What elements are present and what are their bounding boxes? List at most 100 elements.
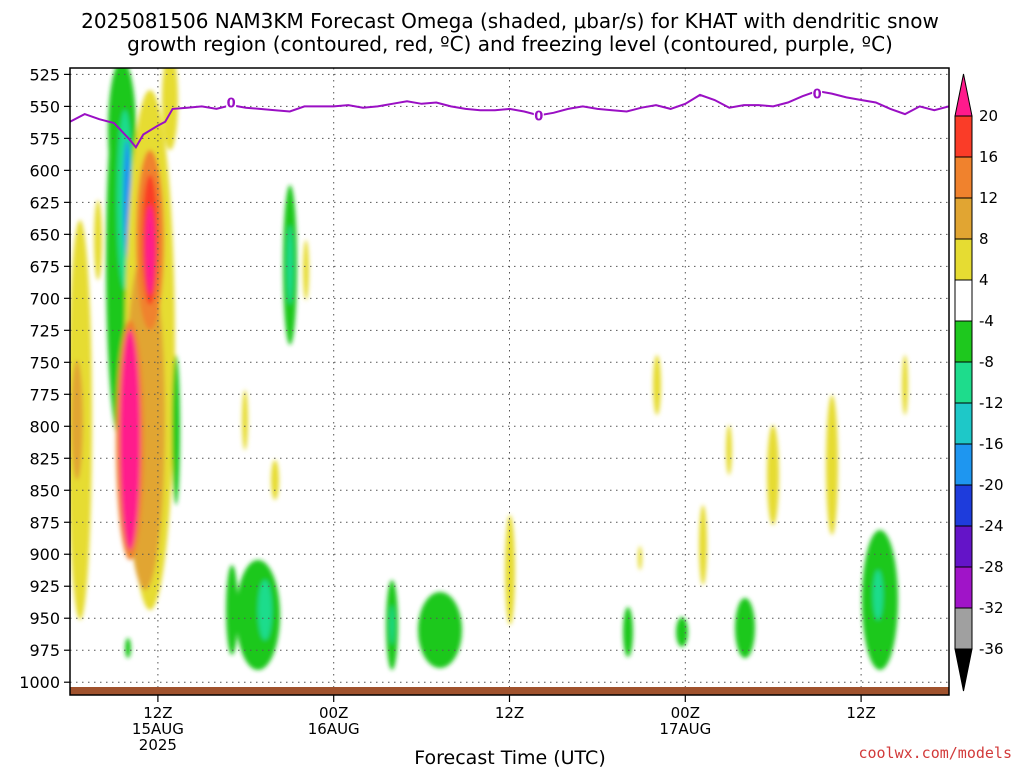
y-tick-label: 525 [29,65,60,84]
y-tick-label: 675 [29,257,60,276]
x-tick-label: 12Z [143,704,172,722]
colorbar-label: -36 [979,640,1004,658]
y-tick-label: 825 [29,449,60,468]
omega-blob-teal [390,605,394,645]
omega-blob-yellow [826,395,838,535]
y-tick-label: 600 [29,161,60,180]
colorbar-label: -28 [979,558,1004,576]
y-tick-label: 550 [29,97,60,116]
x-tick-label: 2025 [139,736,177,754]
grid-lines [70,68,949,695]
colorbar-swatch [954,238,973,281]
omega-blob-yellow [638,546,642,570]
omega-blob-magenta [145,205,155,295]
colorbar-swatch [954,156,973,199]
x-tick-label: 12Z [846,704,875,722]
colorbar-swatch [954,115,973,158]
omega-blob-magenta [120,330,140,550]
x-tick-label: 17AUG [659,720,711,738]
omega-blob-green [236,560,280,670]
omega-blob-yellow [699,505,707,585]
omega-blob-yellow [271,460,279,500]
omega-blob-yellow [162,68,178,150]
surface-terrain [70,687,949,695]
y-tick-label: 700 [29,289,60,308]
omega-blob-yellow [505,515,515,625]
colorbar-label: 8 [979,230,989,248]
colorbar-label: 12 [979,189,998,207]
omega-blob-teal [258,580,272,640]
contour-label-bg [812,86,823,101]
x-tick-label: 00Z [319,704,348,722]
colorbar: 20 16 12 8 4 -4 -8 -12 -16 -20 -24 -28 -32 -36 [954,73,1004,692]
colorbar-swatch [954,484,973,527]
omega-blob-yellow [767,425,779,525]
omega-blob-teal [873,570,883,620]
y-tick-label: 1000 [19,673,60,692]
y-tick-label: 650 [29,225,60,244]
colorbar-swatch [954,648,973,692]
colorbar-swatch [954,279,973,322]
omega-blob-yellow [653,355,661,415]
omega-blob-green [623,607,633,657]
x-tick-label: 15AUG [132,720,184,738]
y-axis: 525 550 575 600 625 650 675 700 725 750 775 800 825 8… [19,65,70,692]
colorbar-label: -32 [979,599,1004,617]
colorbar-label: -8 [979,353,994,371]
y-tick-label: 950 [29,609,60,628]
y-tick-label: 850 [29,481,60,500]
colorbar-swatch [954,320,973,363]
colorbar-label: -16 [979,435,1004,453]
colorbar-swatch [954,402,973,445]
freezing-level-label: 0 [227,97,236,112]
colorbar-label: -12 [979,394,1004,412]
contour-label-bg [226,95,237,110]
y-tick-label: 625 [29,193,60,212]
x-tick-label: 12Z [495,704,524,722]
colorbar-swatch [954,443,973,486]
freezing-level-label: 0 [534,109,543,124]
contour-label-bg [533,108,544,123]
freezing-level-line [70,89,949,150]
y-tick-label: 900 [29,545,60,564]
colorbar-label: -24 [979,517,1004,535]
y-tick-label: 775 [29,385,60,404]
credit-text: coolwx.com/models [858,744,1012,762]
colorbar-swatch [954,73,973,117]
omega-blob-yellow [303,240,309,300]
omega-blob-yellow [902,355,908,415]
colorbar-label: -20 [979,476,1004,494]
colorbar-swatch [954,361,973,404]
omega-blob-teal [287,225,293,305]
y-tick-label: 725 [29,321,60,340]
omega-blob-green [125,638,131,658]
chart-title-line1: 2025081506 NAM3KM Forecast Omega (shaded… [81,9,939,33]
omega-blob-green [172,355,180,505]
colorbar-swatch [954,566,973,609]
omega-blob-yellow [242,390,248,450]
omega-shading [70,68,908,670]
y-tick-label: 875 [29,513,60,532]
freezing-level-labels: 0 0 0 [226,86,823,124]
omega-blob-orange [71,360,83,480]
y-tick-label: 750 [29,353,60,372]
omega-blob-green [676,617,688,647]
colorbar-label: 16 [979,148,998,166]
y-tick-label: 975 [29,641,60,660]
chart-title-line2: growth region (contoured, red, ºC) and f… [127,32,893,56]
colorbar-label: 20 [979,107,998,125]
y-tick-label: 800 [29,417,60,436]
colorbar-swatch [954,197,973,240]
y-tick-label: 575 [29,129,60,148]
x-tick-label: 16AUG [308,720,360,738]
x-tick-label: 00Z [671,704,700,722]
freezing-level-label: 0 [813,88,822,103]
omega-blob-green [226,565,238,655]
omega-blob-yellow [726,425,732,475]
colorbar-swatch [954,525,973,568]
omega-blob-green [735,598,755,658]
omega-blob-green [418,592,462,668]
colorbar-label: -4 [979,312,994,330]
